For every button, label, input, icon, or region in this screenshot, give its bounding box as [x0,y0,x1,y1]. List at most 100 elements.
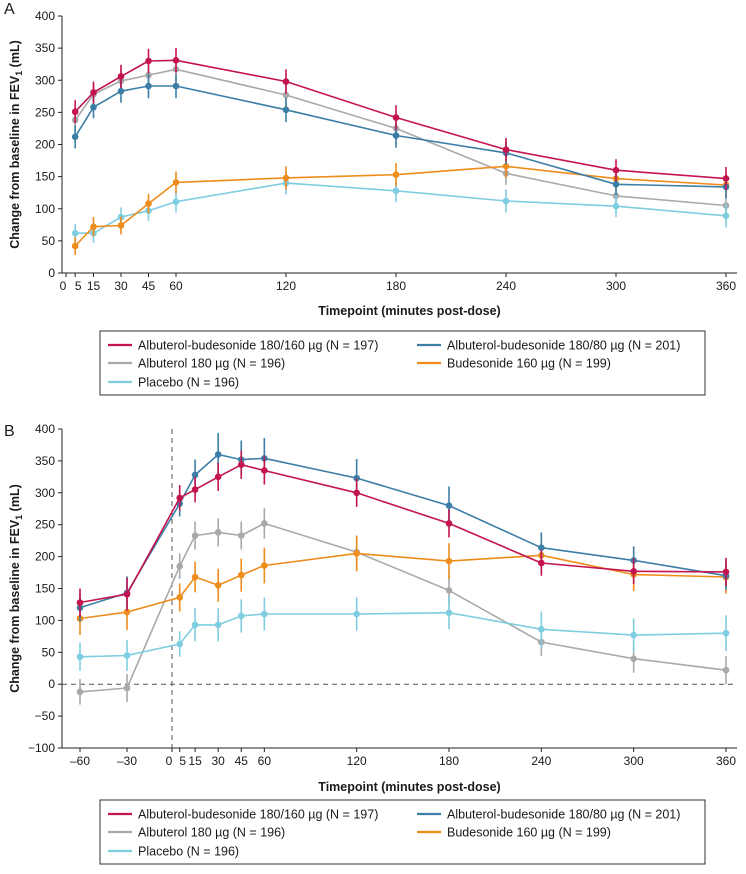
panel-a-data-point [117,222,125,229]
panel-b-y-tick-label: 300 [35,486,55,500]
panel-b-chart: B −100 −50 0 50 100 150 200 250 300 350 400 –60 –30 0… [4,422,737,865]
panel-a-legend-label: Budesonide 160 µg (N = 199) [447,357,611,371]
panel-a-x-tick-label: 45 [142,279,156,293]
panel-b-data-point [261,520,268,527]
panel-b-data-point [176,562,183,570]
panel-b-series-line [79,453,727,609]
panel-b-x-tick-label: 5 [179,754,186,768]
panel-b-data-point [191,471,199,479]
panel-b-data-point [261,610,268,618]
panel-a-series-3 [71,154,730,256]
panel-a-y-tick-label: 400 [35,9,55,23]
panel-b-x-tick-label: 360 [716,754,736,768]
panel-b-data-point [237,532,245,539]
panel-a-data-point [90,103,97,111]
panel-a-data-point [117,73,125,80]
panel-a-x-tick-label: 15 [87,279,101,293]
panel-a-data-point [117,87,125,95]
panel-b-data-point [261,467,268,474]
panel-b-data-point [630,655,637,662]
panel-b-data-point [445,502,453,509]
panel-a-x-tick-label: 120 [276,279,296,293]
panel-a-legend-label: Placebo (N = 196) [138,376,239,390]
panel-b-y-tick-label: 200 [35,550,55,564]
panel-b-y-tick-label: −50 [35,709,56,723]
panel-a-x-tick-label: 60 [169,279,183,293]
panel-b-data-point [445,557,453,565]
panel-b-data-point [176,640,183,648]
panel-a-y-tick-label: 200 [35,138,55,152]
panel-b-data-point [630,631,637,639]
panel-a-x-tick-label: 180 [386,279,406,293]
panel-a-data-point [392,187,400,195]
panel-b-data-point [538,626,545,633]
panel-b-data-point [176,594,183,601]
panel-b-y-tick-label: 0 [48,677,55,691]
panel-a-data-point [502,163,510,170]
panel-a-data-point [502,197,510,205]
panel-a-data-point [71,229,79,237]
panel-a-y-tick-label: 50 [42,234,56,248]
panel-a-data-point [172,82,180,90]
panel-b-data-point [722,568,730,576]
panel-b-data-point [214,451,222,458]
panel-b-legend-label: Albuterol 180 µg (N = 196) [138,826,285,840]
panel-a-x-tick-label: 360 [716,279,736,293]
panel-b-data-point [353,474,360,482]
panel-b-data-point [214,529,222,536]
panel-b-series-line [79,611,727,658]
panel-b-data-point [445,587,453,594]
panel-b-y-tick-label: 100 [35,613,55,627]
panel-b-data-point [191,621,199,629]
panel-a-series-line [74,165,727,247]
panel-a-x-tick-label: 0 [60,279,67,293]
panel-b-series-line [79,552,727,620]
panel-b-legend-label: Albuterol-budesonide 180/80 µg (N = 201) [447,808,680,822]
panel-b-x-tick-label: 0 [166,754,173,768]
panel-a-y-tick-label: 150 [35,170,55,184]
panel-a-y-tick-label: 350 [35,41,55,55]
panel-b-y-tick-label: −100 [28,741,55,755]
panel-b-series-4 [76,596,730,671]
panel-a-data-point [282,106,290,114]
panel-a-x-tick-label: 30 [114,279,128,293]
panel-b-data-point [123,684,131,692]
panel-a-data-point [612,202,620,210]
panel-a-series-line [74,68,727,207]
panel-a-data-point [502,146,510,153]
panel-b-data-point [237,571,245,579]
panel-a-data-point [282,91,290,99]
panel-a-x-tick-label: 5 [75,279,82,293]
panel-a-data-point [71,242,79,250]
panel-a-y-tick-label: 100 [35,202,55,216]
panel-a-series-0 [71,48,730,191]
panel-b-x-tick-label: 15 [188,754,202,768]
panel-b-data-point [123,590,131,598]
panel-b-series-line [79,522,727,693]
panel-b-series-0 [76,450,730,617]
panel-b-data-point [445,609,453,617]
panel-a-data-point [612,166,620,174]
panel-a-legend-label: Albuterol 180 µg (N = 196) [138,357,285,371]
panel-a-series-line [74,85,727,188]
panel-b-data-point [722,629,730,637]
panel-b-legend-label: Albuterol-budesonide 180/160 µg (N = 197… [138,808,378,822]
panel-b-data-point [214,582,222,589]
panel-b-y-tick-label: 150 [35,582,55,596]
panel-b-data-point [261,562,268,569]
panel-a-data-point [145,82,152,90]
panel-a-data-point [282,174,290,182]
panel-b-x-tick-label: 120 [347,754,367,768]
panel-a-data-point [145,200,152,207]
panel-a-data-point [90,89,97,96]
panel-a-data-point [172,179,180,186]
panel-b-letter: B [4,423,15,440]
panel-b-x-tick-label: 180 [439,754,459,768]
panel-b-series-line [79,463,727,604]
panel-a-legend-label: Albuterol-budesonide 180/160 µg (N = 197… [138,339,378,353]
panel-b-y-tick-label: 250 [35,518,55,532]
panel-a-data-point [392,114,400,121]
panel-b-x-tick-label: –30 [117,754,137,768]
